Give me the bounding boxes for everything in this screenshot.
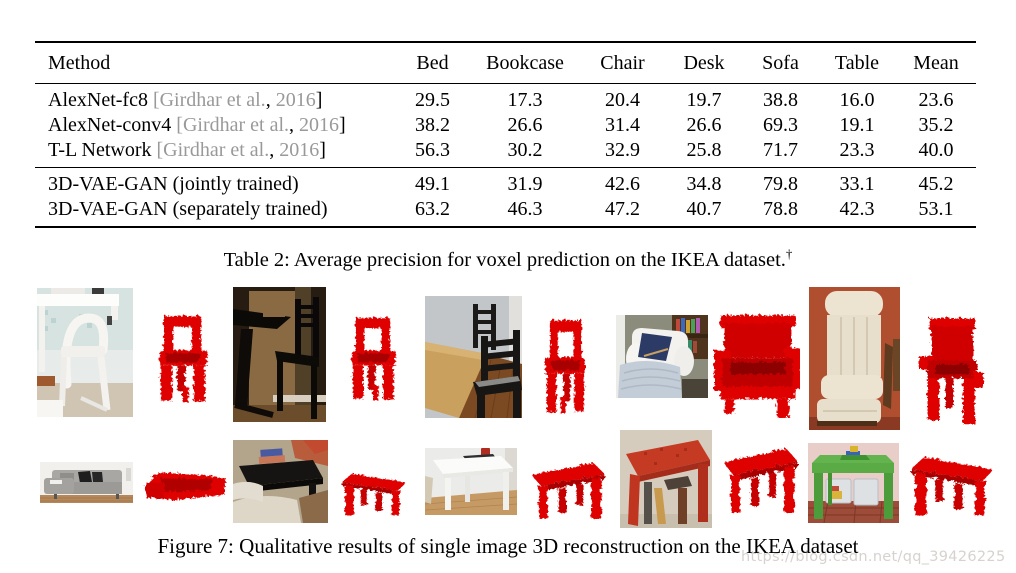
value-cell: 19.1	[839, 114, 875, 136]
col-header-bookcase: Bookcase	[470, 42, 580, 84]
ikea-photo-white-armchair-blue-pillow	[616, 315, 708, 398]
voxel-reconstruction-voxel-armchair2	[914, 315, 986, 428]
col-header-method: Method	[35, 42, 395, 84]
value-cell: 40.0	[918, 139, 954, 161]
voxel-reconstruction-voxel-chair	[343, 315, 400, 401]
ikea-photo-gray-sectional-sofa	[40, 462, 133, 503]
voxel-reconstruction-voxel-armchair	[713, 312, 800, 418]
value-cell: 38.8	[763, 89, 798, 111]
voxel-reconstruction-voxel-table	[528, 458, 606, 525]
results-table: Method Bed Bookcase Chair Desk Sofa Tabl…	[35, 41, 976, 228]
table-body-baselines: AlexNet-fc8 [Girdhar et al., 2016] 29.5 17…	[35, 84, 976, 168]
value-cell: 69.3	[763, 114, 798, 136]
method-cell: 3D-VAE-GAN (jointly trained)	[48, 173, 299, 195]
voxel-reconstruction-voxel-table	[910, 452, 997, 522]
value-cell: 49.1	[415, 173, 450, 195]
value-cell: 47.2	[605, 198, 640, 220]
value-cell: 26.6	[507, 114, 543, 136]
value-cell: 34.8	[686, 173, 722, 195]
method-cell: AlexNet-conv4 [Girdhar et al., 2016]	[48, 114, 346, 136]
table-body-ours: 3D-VAE-GAN (jointly trained) 49.1 31.9 42.6…	[35, 167, 976, 228]
col-header-desk: Desk	[665, 42, 743, 84]
value-cell: 45.2	[918, 173, 954, 195]
table-row: 3D-VAE-GAN (separately trained) 63.2 46.3 4…	[35, 197, 976, 227]
value-cell: 26.6	[686, 114, 722, 136]
ikea-photo-green-kids-table	[808, 443, 899, 523]
value-cell: 38.2	[415, 114, 450, 136]
value-cell: 23.3	[839, 139, 875, 161]
value-cell: 79.8	[763, 173, 798, 195]
table-caption: Table 2: Average precision for voxel pre…	[0, 246, 1016, 272]
voxel-reconstruction-voxel-table	[720, 443, 799, 520]
table-caption-prefix: Table 2:	[223, 248, 290, 271]
voxel-reconstruction-voxel-sofa	[141, 465, 227, 501]
value-cell: 31.9	[507, 173, 543, 195]
value-cell: 71.7	[763, 139, 798, 161]
table-row: AlexNet-fc8 [Girdhar et al., 2016] 29.5 17…	[35, 84, 976, 114]
value-cell: 25.8	[686, 139, 722, 161]
figure-caption: Figure 7: Qualitative results of single …	[0, 534, 1016, 559]
col-header-sofa: Sofa	[743, 42, 818, 84]
value-cell: 78.8	[763, 198, 798, 220]
ikea-photo-black-chair-dark-room	[233, 287, 326, 422]
value-cell: 53.1	[918, 198, 954, 220]
col-header-chair: Chair	[580, 42, 665, 84]
value-cell: 32.9	[605, 139, 640, 161]
voxel-reconstruction-voxel-table	[341, 470, 409, 520]
voxel-reconstruction-voxel-chair	[541, 317, 593, 414]
value-cell: 30.2	[507, 139, 543, 161]
table-row: AlexNet-conv4 [Girdhar et al., 2016] 38.2…	[35, 113, 976, 138]
col-header-mean: Mean	[896, 42, 976, 84]
csdn-watermark: https://blog.csdn.net/qq_39426225	[741, 549, 1006, 565]
ikea-photo-black-chair-wood-table	[425, 296, 522, 418]
value-cell: 17.3	[507, 89, 543, 111]
ikea-photo-black-coffee-table	[233, 440, 328, 523]
value-cell: 16.0	[839, 89, 875, 111]
voxel-reconstruction-voxel-chair	[150, 313, 212, 403]
figure-caption-text: Qualitative results of single image 3D r…	[233, 534, 859, 558]
col-header-bed: Bed	[395, 42, 470, 84]
table-row: 3D-VAE-GAN (jointly trained) 49.1 31.9 42.6…	[35, 168, 976, 198]
method-cell: 3D-VAE-GAN (separately trained)	[48, 198, 328, 220]
value-cell: 33.1	[839, 173, 875, 195]
figure-caption-prefix: Figure 7:	[157, 534, 234, 558]
ikea-photo-red-stacking-tables	[620, 430, 712, 528]
value-cell: 31.4	[605, 114, 640, 136]
value-cell: 35.2	[918, 114, 954, 136]
value-cell: 46.3	[507, 198, 543, 220]
col-header-table: Table	[818, 42, 896, 84]
value-cell: 20.4	[605, 89, 640, 111]
ikea-photo-cream-recliner-orange-wall	[809, 287, 900, 430]
value-cell: 42.6	[605, 173, 640, 195]
ikea-photo-white-chair-desk	[37, 288, 133, 417]
value-cell: 42.3	[839, 198, 875, 220]
table-caption-dagger: †	[785, 246, 793, 261]
value-cell: 29.5	[415, 89, 450, 111]
method-cell: T-L Network [Girdhar et al., 2016]	[48, 139, 326, 161]
method-cell: AlexNet-fc8 [Girdhar et al., 2016]	[48, 89, 323, 111]
value-cell: 63.2	[415, 198, 450, 220]
value-cell: 56.3	[415, 139, 450, 161]
ikea-photo-white-side-table	[425, 448, 517, 515]
value-cell: 40.7	[686, 198, 722, 220]
value-cell: 23.6	[918, 89, 954, 111]
table-row: T-L Network [Girdhar et al., 2016] 56.3 30…	[35, 138, 976, 168]
value-cell: 19.7	[686, 89, 722, 111]
table-header-row: Method Bed Bookcase Chair Desk Sofa Tabl…	[35, 42, 976, 84]
table-caption-text: Average precision for voxel prediction o…	[289, 248, 786, 271]
